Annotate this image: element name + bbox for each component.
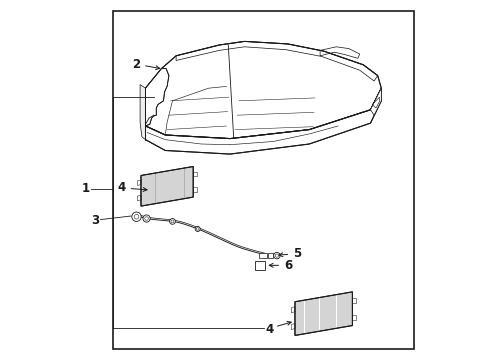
Text: 3: 3 [91, 214, 99, 227]
Polygon shape [140, 85, 145, 140]
Polygon shape [294, 292, 352, 336]
Text: 4: 4 [117, 181, 147, 194]
Bar [267, 253, 273, 258]
Text: 2: 2 [132, 58, 160, 71]
Text: 1: 1 [82, 183, 90, 195]
Circle shape [195, 226, 200, 231]
Polygon shape [370, 88, 381, 115]
Polygon shape [145, 68, 168, 126]
Circle shape [132, 212, 141, 221]
Polygon shape [145, 41, 381, 139]
Bar [113, 11, 413, 349]
Text: 5: 5 [278, 247, 301, 260]
Polygon shape [141, 166, 193, 206]
Circle shape [169, 219, 175, 224]
Bar [254, 261, 265, 270]
Text: 4: 4 [265, 323, 273, 336]
Circle shape [142, 215, 150, 222]
Circle shape [273, 252, 280, 259]
Bar [258, 253, 266, 258]
Text: 6: 6 [269, 259, 292, 272]
Polygon shape [145, 88, 381, 154]
